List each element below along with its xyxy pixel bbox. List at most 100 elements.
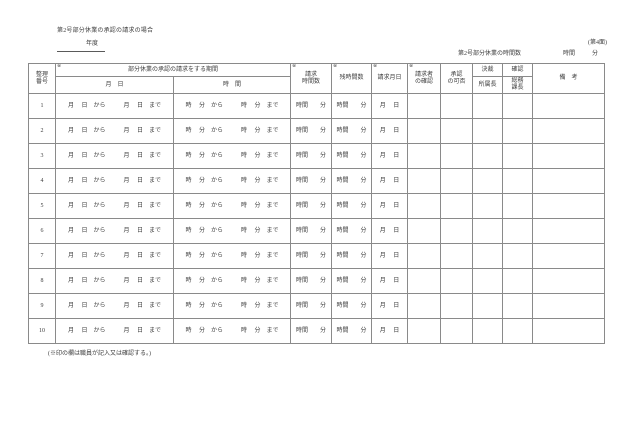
time-range-cell: 時 分 から 時 分 まで	[172, 268, 292, 294]
table-row: 9 月 日 から 月 日 まで 時 分 から 時 分 まで 時間 分 時間 分 …	[28, 293, 606, 319]
department-head-cell	[472, 143, 504, 169]
requested-hours-cell: 時間 分	[290, 218, 333, 244]
row-number-cell: 10	[28, 318, 56, 344]
header-requested-hours: ※ 請求 時間数	[290, 63, 333, 94]
remaining-hours-cell: 時間 分	[331, 243, 373, 269]
row-number-cell: 2	[28, 118, 56, 144]
time-range-cell: 時 分 から 時 分 まで	[172, 318, 292, 344]
table-row: 4 月 日 から 月 日 まで 時 分 から 時 分 まで 時間 分 時間 分 …	[28, 168, 606, 194]
requested-hours-cell: 時間 分	[290, 118, 333, 144]
department-head-cell	[472, 168, 504, 194]
header-requested-hours-line1: 請求	[305, 71, 318, 78]
row-number-cell: 3	[28, 143, 56, 169]
requester-confirmation-cell	[407, 143, 442, 169]
minutes-unit-label: 分	[592, 51, 599, 57]
header-requester-confirmation-line1: 請求者	[415, 71, 434, 78]
remarks-cell	[532, 268, 606, 294]
general-affairs-chief-cell	[502, 243, 534, 269]
table-row: 6 月 日 から 月 日 まで 時 分 から 時 分 まで 時間 分 時間 分 …	[28, 218, 606, 244]
header-approval-decision-line1: 承認	[450, 71, 463, 78]
kome-mark: ※	[373, 64, 378, 70]
time-range-cell: 時 分 から 時 分 まで	[172, 93, 292, 119]
date-range-cell: 月 日 から 月 日 まで	[55, 293, 174, 319]
remaining-hours-cell: 時間 分	[331, 193, 373, 219]
time-range-cell: 時 分 から 時 分 まで	[172, 293, 292, 319]
row-number-cell: 9	[28, 293, 56, 319]
general-affairs-chief-cell	[502, 218, 534, 244]
department-head-cell	[472, 318, 504, 344]
table-row: 10 月 日 から 月 日 まで 時 分 から 時 分 まで 時間 分 時間 分…	[28, 318, 606, 344]
request-date-cell: 月 日	[371, 318, 409, 344]
request-date-cell: 月 日	[371, 268, 409, 294]
table-row: 5 月 日 から 月 日 まで 時 分 から 時 分 まで 時間 分 時間 分 …	[28, 193, 606, 219]
header-approval-decision: 承認 の可否	[440, 63, 474, 94]
requested-hours-cell: 時間 分	[290, 93, 333, 119]
requested-hours-cell: 時間 分	[290, 318, 333, 344]
time-range-cell: 時 分 から 時 分 まで	[172, 243, 292, 269]
kome-mark: ※	[292, 64, 297, 70]
remarks-cell	[532, 318, 606, 344]
approval-decision-cell	[440, 243, 474, 269]
approval-decision-cell	[440, 118, 474, 144]
remarks-cell	[532, 218, 606, 244]
requested-hours-cell: 時間 分	[290, 193, 333, 219]
date-range-cell: 月 日 から 月 日 まで	[55, 268, 174, 294]
remaining-hours-cell: 時間 分	[331, 143, 373, 169]
general-affairs-chief-cell	[502, 318, 534, 344]
header-general-affairs-chief-line2: 課長	[511, 85, 524, 91]
department-head-cell	[472, 243, 504, 269]
row-number-cell: 5	[28, 193, 56, 219]
kome-mark: ※	[409, 64, 414, 70]
table-row: 3 月 日 から 月 日 まで 時 分 から 時 分 まで 時間 分 時間 分 …	[28, 143, 606, 169]
header-requested-hours-line2: 時間数	[302, 78, 321, 85]
time-range-cell: 時 分 から 時 分 まで	[172, 193, 292, 219]
header-general-affairs-chief-line1: 総務	[511, 78, 524, 84]
requester-confirmation-cell	[407, 218, 442, 244]
header-request-date-label: 請求月日	[377, 75, 402, 81]
date-range-cell: 月 日 から 月 日 まで	[55, 243, 174, 269]
general-affairs-chief-cell	[502, 168, 534, 194]
header-approval-decision-line2: の可否	[447, 78, 466, 85]
request-date-cell: 月 日	[371, 243, 409, 269]
header-time: 時 間	[172, 76, 292, 94]
approval-decision-cell	[440, 193, 474, 219]
header-requester-confirmation-line2: の確認	[415, 78, 434, 85]
table-body: 1 月 日 から 月 日 まで 時 分 から 時 分 まで 時間 分 時間 分 …	[28, 93, 606, 344]
time-range-cell: 時 分 から 時 分 まで	[172, 168, 292, 194]
remarks-cell	[532, 168, 606, 194]
fiscal-year-blank: 年度	[57, 41, 105, 52]
row-number-cell: 8	[28, 268, 56, 294]
remaining-hours-cell: 時間 分	[331, 93, 373, 119]
general-affairs-chief-cell	[502, 293, 534, 319]
table-row: 2 月 日 から 月 日 まで 時 分 から 時 分 まで 時間 分 時間 分 …	[28, 118, 606, 144]
time-range-cell: 時 分 から 時 分 まで	[172, 218, 292, 244]
hours-unit-label: 時間	[563, 51, 576, 57]
header-request-date: ※ 請求月日	[371, 63, 409, 94]
requested-hours-cell: 時間 分	[290, 243, 333, 269]
page-title: 第2号部分休業の承認の請求の場合	[57, 28, 154, 34]
request-date-cell: 月 日	[371, 193, 409, 219]
remaining-hours-cell: 時間 分	[331, 118, 373, 144]
header-department-head: 所属長	[472, 76, 504, 94]
date-range-cell: 月 日 から 月 日 まで	[55, 143, 174, 169]
approval-decision-cell	[440, 93, 474, 119]
request-date-cell: 月 日	[371, 168, 409, 194]
header-request-period: ※ 部分休業の承認の請求をする期間	[54, 63, 292, 77]
header-registration-number-line1: 整理	[35, 71, 48, 78]
date-range-cell: 月 日 から 月 日 まで	[55, 218, 174, 244]
header-remaining-hours-label: 残時間数	[339, 75, 364, 81]
remarks-cell	[532, 143, 606, 169]
partial-leave-hours-caption: 第2号部分休業の時間数	[458, 51, 522, 57]
time-range-cell: 時 分 から 時 分 まで	[172, 118, 292, 144]
partial-leave-request-table: 整理 番号 ※ 部分休業の承認の請求をする期間 ※ 請求 時間数 ※ 残時間数	[28, 63, 606, 344]
header-general-affairs-chief: 総務 課長	[502, 76, 534, 94]
remarks-cell	[532, 243, 606, 269]
requested-hours-cell: 時間 分	[290, 268, 333, 294]
header-request-period-label: 部分休業の承認の請求をする期間	[128, 66, 219, 73]
general-affairs-chief-cell	[502, 118, 534, 144]
remaining-hours-cell: 時間 分	[331, 293, 373, 319]
date-range-cell: 月 日 から 月 日 まで	[55, 318, 174, 344]
header-registration-number: 整理 番号	[28, 63, 56, 94]
request-date-cell: 月 日	[371, 293, 409, 319]
general-affairs-chief-cell	[502, 193, 534, 219]
